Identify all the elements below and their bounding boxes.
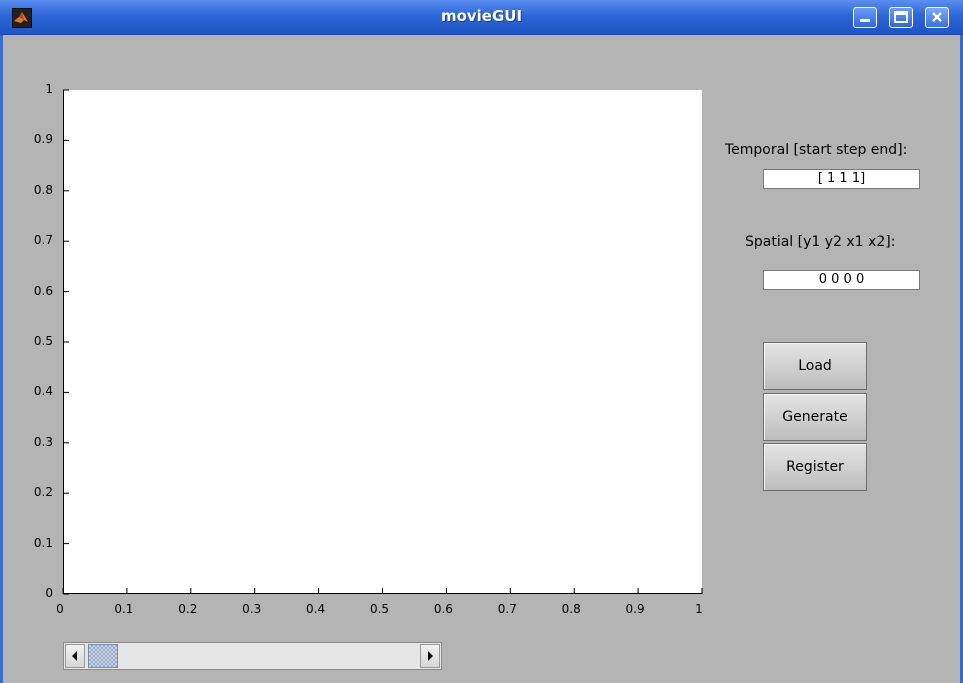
right-arrow-icon [428, 651, 433, 661]
x-tick-label: 0.2 [178, 602, 198, 616]
y-tick-label: 0.5 [33, 334, 53, 348]
close-button[interactable] [925, 7, 949, 28]
y-tick-label: 0.7 [33, 233, 53, 248]
scroll-right-button[interactable] [420, 644, 440, 668]
register-button[interactable]: Register [763, 443, 867, 491]
x-tick-label: 0.9 [625, 602, 645, 616]
spatial-label: Spatial [y1 y2 x1 x2]: [745, 234, 896, 250]
title-bar: movieGUI [0, 0, 963, 35]
y-tick-label: 0.9 [33, 132, 53, 147]
minimize-icon [860, 19, 870, 22]
x-tick-label: 0.3 [242, 602, 262, 616]
matlab-icon[interactable] [12, 8, 32, 28]
temporal-input[interactable]: [ 1 1 1] [763, 169, 920, 189]
spatial-input[interactable]: 0 0 0 0 [763, 270, 920, 290]
x-tick-label: 0.4 [306, 602, 326, 616]
x-tick-label: 0.8 [561, 602, 581, 616]
maximize-button[interactable] [889, 7, 913, 28]
y-tick-label: 0.2 [33, 485, 53, 500]
y-tick-label: 0.8 [33, 182, 53, 197]
scroll-left-button[interactable] [65, 644, 85, 668]
frame-slider[interactable] [63, 642, 442, 670]
x-tick-label: 0.6 [433, 602, 453, 616]
minimize-button[interactable] [853, 7, 877, 28]
y-tick-label: 0.3 [33, 434, 53, 449]
x-tick-label: 0.5 [369, 602, 390, 616]
x-tick-label: 1 [695, 602, 703, 616]
left-arrow-icon [72, 651, 77, 661]
x-tick-label: 0 [56, 602, 64, 616]
load-button[interactable]: Load [763, 342, 867, 390]
generate-button[interactable]: Generate [763, 393, 867, 441]
plot-axes[interactable] [62, 89, 703, 595]
y-tick-label: 0.1 [33, 535, 53, 550]
y-tick-label: 1 [45, 82, 53, 96]
slider-thumb[interactable] [88, 644, 118, 668]
maximize-icon [894, 11, 908, 23]
window-title: movieGUI [440, 7, 523, 25]
y-tick-label: 0.4 [33, 384, 53, 399]
axis-ticks [62, 89, 703, 595]
y-tick-label: 0 [45, 586, 53, 600]
x-tick-label: 0.7 [497, 602, 517, 616]
temporal-label: Temporal [start step end]: [725, 142, 908, 158]
x-tick-label: 0.1 [114, 602, 134, 616]
y-tick-label: 0.6 [33, 283, 53, 298]
close-icon [932, 12, 942, 22]
